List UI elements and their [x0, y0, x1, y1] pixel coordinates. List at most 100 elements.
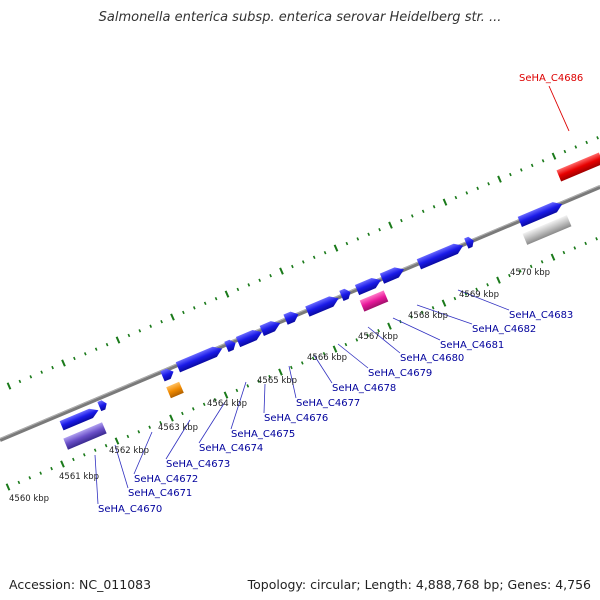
position-label: 4570 kbp	[510, 268, 550, 278]
tick-mark	[278, 368, 283, 376]
gene-label[interactable]: SeHA_C4679	[368, 368, 432, 379]
tick-mark	[127, 333, 131, 338]
gene-label[interactable]: SeHA_C4676	[264, 413, 328, 424]
tick-mark	[94, 347, 98, 351]
gene-box-gray[interactable]	[522, 215, 572, 245]
tick-mark	[454, 195, 458, 200]
tick-mark	[497, 175, 502, 183]
tick-mark	[551, 152, 557, 160]
tick-mark	[431, 306, 435, 310]
tick-mark	[257, 379, 261, 383]
tick-mark	[421, 209, 425, 214]
tick-mark	[332, 345, 338, 353]
gene-arrow[interactable]	[97, 399, 108, 412]
tick-mark	[93, 448, 97, 452]
gene-box-purple[interactable]	[63, 422, 107, 450]
gene-arrow[interactable]	[235, 327, 264, 348]
gene-label[interactable]: SeHA_C4677	[296, 398, 360, 409]
tick-mark	[540, 260, 544, 264]
tick-mark	[465, 191, 469, 195]
tick-mark	[377, 329, 380, 333]
gene-arrow[interactable]	[305, 293, 341, 317]
leader-line	[288, 365, 297, 399]
position-label: 4563 kbp	[158, 423, 198, 433]
tick-mark	[378, 228, 381, 232]
position-label: 4569 kbp	[459, 290, 499, 300]
tick-mark	[104, 443, 108, 448]
tick-mark	[138, 329, 142, 333]
tick-mark	[323, 251, 327, 255]
tick-mark	[235, 388, 239, 393]
gene-arrow[interactable]	[416, 241, 466, 270]
tick-mark	[82, 453, 86, 457]
gene-box-highlighted-red[interactable]	[556, 152, 600, 182]
position-label: 4561 kbp	[59, 472, 99, 482]
tick-mark	[290, 365, 293, 370]
gene-arrow[interactable]	[259, 318, 283, 336]
gene-label[interactable]: SeHA_C4682	[472, 324, 536, 335]
leader-line-highlight	[548, 85, 570, 132]
tick-mark	[387, 322, 392, 330]
gene-box-pink[interactable]	[359, 290, 389, 312]
leader-line	[94, 454, 99, 505]
gene-label[interactable]: SeHA_C4673	[166, 459, 230, 470]
tick-mark	[432, 205, 436, 209]
tick-mark	[508, 273, 511, 278]
gene-arrow[interactable]	[339, 287, 352, 302]
gene-label[interactable]: SeHA_C4681	[440, 340, 504, 351]
tick-mark	[573, 246, 577, 250]
gene-label[interactable]: SeHA_C4672	[134, 474, 198, 485]
gene-arrow[interactable]	[379, 264, 406, 284]
gene-labels: SeHA_C4670 SeHA_C4671 SeHA_C4672 SeHA_C4673…	[98, 73, 583, 515]
position-label: 4562 kbp	[109, 446, 149, 456]
leader-line	[416, 304, 473, 325]
gene-label[interactable]: SeHA_C4670	[98, 504, 162, 515]
gene-label[interactable]: SeHA_C4671	[128, 488, 192, 499]
gene-label[interactable]: SeHA_C4675	[231, 429, 295, 440]
gene-label[interactable]: SeHA_C4680	[400, 353, 464, 364]
genome-title: Salmonella enterica subsp. enterica sero…	[98, 10, 502, 25]
tick-mark	[563, 149, 567, 154]
gene-arrow[interactable]	[175, 344, 225, 373]
gene-arrow[interactable]	[59, 406, 101, 431]
tick-mark	[247, 283, 251, 287]
gene-label[interactable]: SeHA_C4678	[332, 383, 396, 394]
tick-mark	[541, 159, 545, 163]
tick-mark	[529, 264, 533, 269]
gene-arrow[interactable]	[160, 367, 175, 382]
tick-mark	[574, 145, 578, 149]
tick-mark	[355, 338, 359, 342]
gene-features	[59, 152, 600, 450]
tick-mark	[202, 402, 206, 406]
tick-mark	[18, 379, 22, 384]
tick-mark	[367, 232, 371, 237]
leader-line	[367, 326, 401, 354]
gene-label[interactable]: SeHA_C4683	[509, 310, 573, 321]
tick-mark	[409, 315, 413, 319]
gene-label[interactable]: SeHA_C4674	[199, 443, 263, 454]
tick-mark	[475, 287, 479, 292]
tick-mark	[181, 411, 184, 416]
tick-mark	[486, 283, 489, 287]
gene-label-highlighted[interactable]: SeHA_C4686	[519, 73, 583, 84]
gene-arrow[interactable]	[354, 275, 383, 296]
gene-arrow[interactable]	[224, 338, 237, 353]
leader-line	[313, 354, 333, 384]
tick-mark	[366, 333, 370, 338]
tick-mark	[105, 342, 109, 347]
inner-tick-track	[5, 237, 598, 491]
gene-box-orange[interactable]	[166, 381, 184, 399]
tick-mark	[149, 324, 153, 328]
tick-mark	[356, 237, 360, 241]
tick-mark	[61, 359, 66, 367]
gene-arrow[interactable]	[464, 235, 476, 249]
gene-arrow[interactable]	[283, 309, 300, 325]
outer-tick-track	[6, 136, 599, 390]
tick-mark	[236, 287, 240, 292]
tick-mark	[40, 370, 44, 374]
gene-arrow[interactable]	[517, 199, 565, 228]
tick-mark	[137, 430, 141, 434]
tick-mark	[5, 483, 11, 491]
leader-line	[165, 419, 191, 460]
tick-mark	[60, 460, 65, 468]
